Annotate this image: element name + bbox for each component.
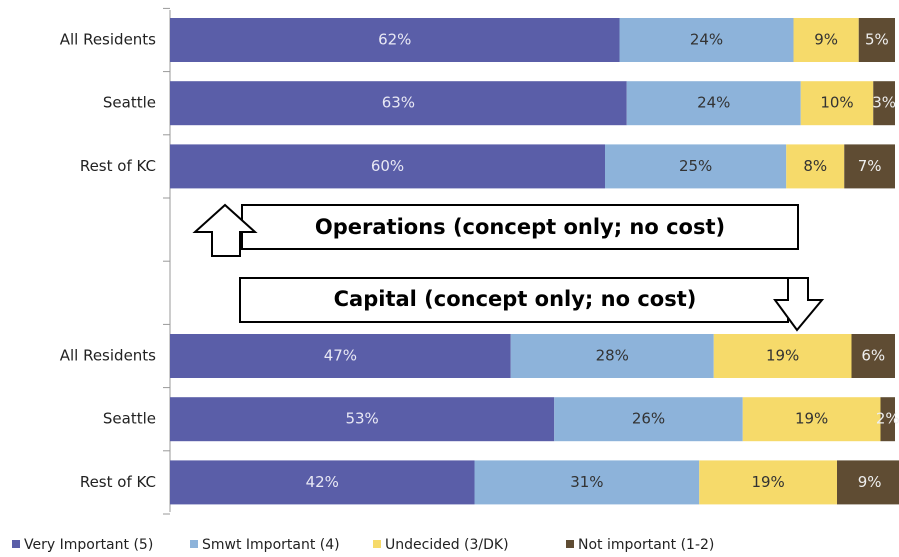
bar-segment bbox=[837, 460, 899, 505]
value-label: 60% bbox=[371, 157, 404, 175]
bar-segment bbox=[800, 81, 874, 126]
value-label: 5% bbox=[865, 31, 889, 49]
annotation-box bbox=[239, 277, 789, 323]
legend-swatch bbox=[190, 540, 198, 548]
bar-segment bbox=[742, 397, 881, 442]
value-label: 2% bbox=[876, 410, 899, 428]
value-label: 6% bbox=[861, 347, 885, 365]
value-label: 63% bbox=[382, 94, 415, 112]
legend-swatch bbox=[373, 540, 381, 548]
legend-label: Smwt Important (4) bbox=[202, 537, 340, 553]
legend-swatch bbox=[566, 540, 574, 548]
bar-segment bbox=[844, 144, 895, 189]
value-label: 28% bbox=[596, 347, 629, 365]
value-label: 47% bbox=[324, 347, 357, 365]
bar-segment bbox=[170, 18, 620, 62]
value-label: 42% bbox=[306, 473, 339, 491]
bar-segment bbox=[851, 334, 895, 378]
bar-segment bbox=[170, 81, 627, 126]
y-tick-label: Seattle bbox=[103, 410, 156, 428]
bar-segment bbox=[713, 334, 852, 378]
legend-swatch bbox=[12, 540, 20, 548]
y-tick-label: Rest of KC bbox=[80, 473, 156, 491]
annotation: Capital (concept only; no cost) bbox=[334, 287, 697, 311]
y-tick-label: Seattle bbox=[103, 94, 156, 112]
value-label: 31% bbox=[570, 473, 603, 491]
up-arrow bbox=[192, 203, 258, 257]
bar-segment bbox=[619, 18, 794, 62]
value-label: 19% bbox=[751, 473, 784, 491]
value-label: 26% bbox=[632, 410, 665, 428]
value-label: 9% bbox=[858, 473, 882, 491]
bar-segment bbox=[510, 334, 714, 378]
bar-segment bbox=[170, 397, 555, 442]
down-arrow bbox=[773, 277, 825, 332]
annotation-box bbox=[241, 204, 799, 250]
value-label: 62% bbox=[378, 31, 411, 49]
value-label: 19% bbox=[766, 347, 799, 365]
bar-segment bbox=[793, 18, 859, 62]
value-label: 7% bbox=[858, 157, 882, 175]
value-label: 19% bbox=[795, 410, 828, 428]
y-tick-label: All Residents bbox=[60, 31, 156, 49]
legend-label: Not important (1-2) bbox=[578, 537, 714, 553]
value-label: 24% bbox=[697, 94, 730, 112]
value-label: 9% bbox=[814, 31, 838, 49]
bar-segment bbox=[880, 397, 895, 442]
value-label: 8% bbox=[803, 157, 827, 175]
value-label: 24% bbox=[690, 31, 723, 49]
bar-segment bbox=[605, 144, 787, 189]
plot-area: 62% 24% 9% 5% 63% 24% 10% 3% 60% 25% 8% 7% 47% 28% 19%… bbox=[170, 18, 899, 505]
bar-segment bbox=[786, 144, 845, 189]
bar-segment bbox=[170, 460, 475, 505]
bar-segment bbox=[170, 334, 511, 378]
bar-segment bbox=[873, 81, 895, 126]
bar-segment bbox=[474, 460, 700, 505]
value-label: 53% bbox=[345, 410, 378, 428]
value-label: 10% bbox=[820, 94, 853, 112]
value-label: 25% bbox=[679, 157, 712, 175]
annotation: Operations (concept only; no cost) bbox=[315, 215, 725, 239]
bar-segment bbox=[626, 81, 801, 126]
legend-label: Very Important (5) bbox=[24, 537, 153, 553]
y-tick-label: All Residents bbox=[60, 347, 156, 365]
value-label: 3% bbox=[872, 94, 896, 112]
legend-label: Undecided (3/DK) bbox=[385, 537, 509, 553]
bar-segment bbox=[170, 144, 605, 189]
y-tick-label: Rest of KC bbox=[80, 157, 156, 175]
bar-segment bbox=[554, 397, 743, 442]
bar-segment bbox=[699, 460, 837, 505]
bar-segment bbox=[858, 18, 895, 62]
